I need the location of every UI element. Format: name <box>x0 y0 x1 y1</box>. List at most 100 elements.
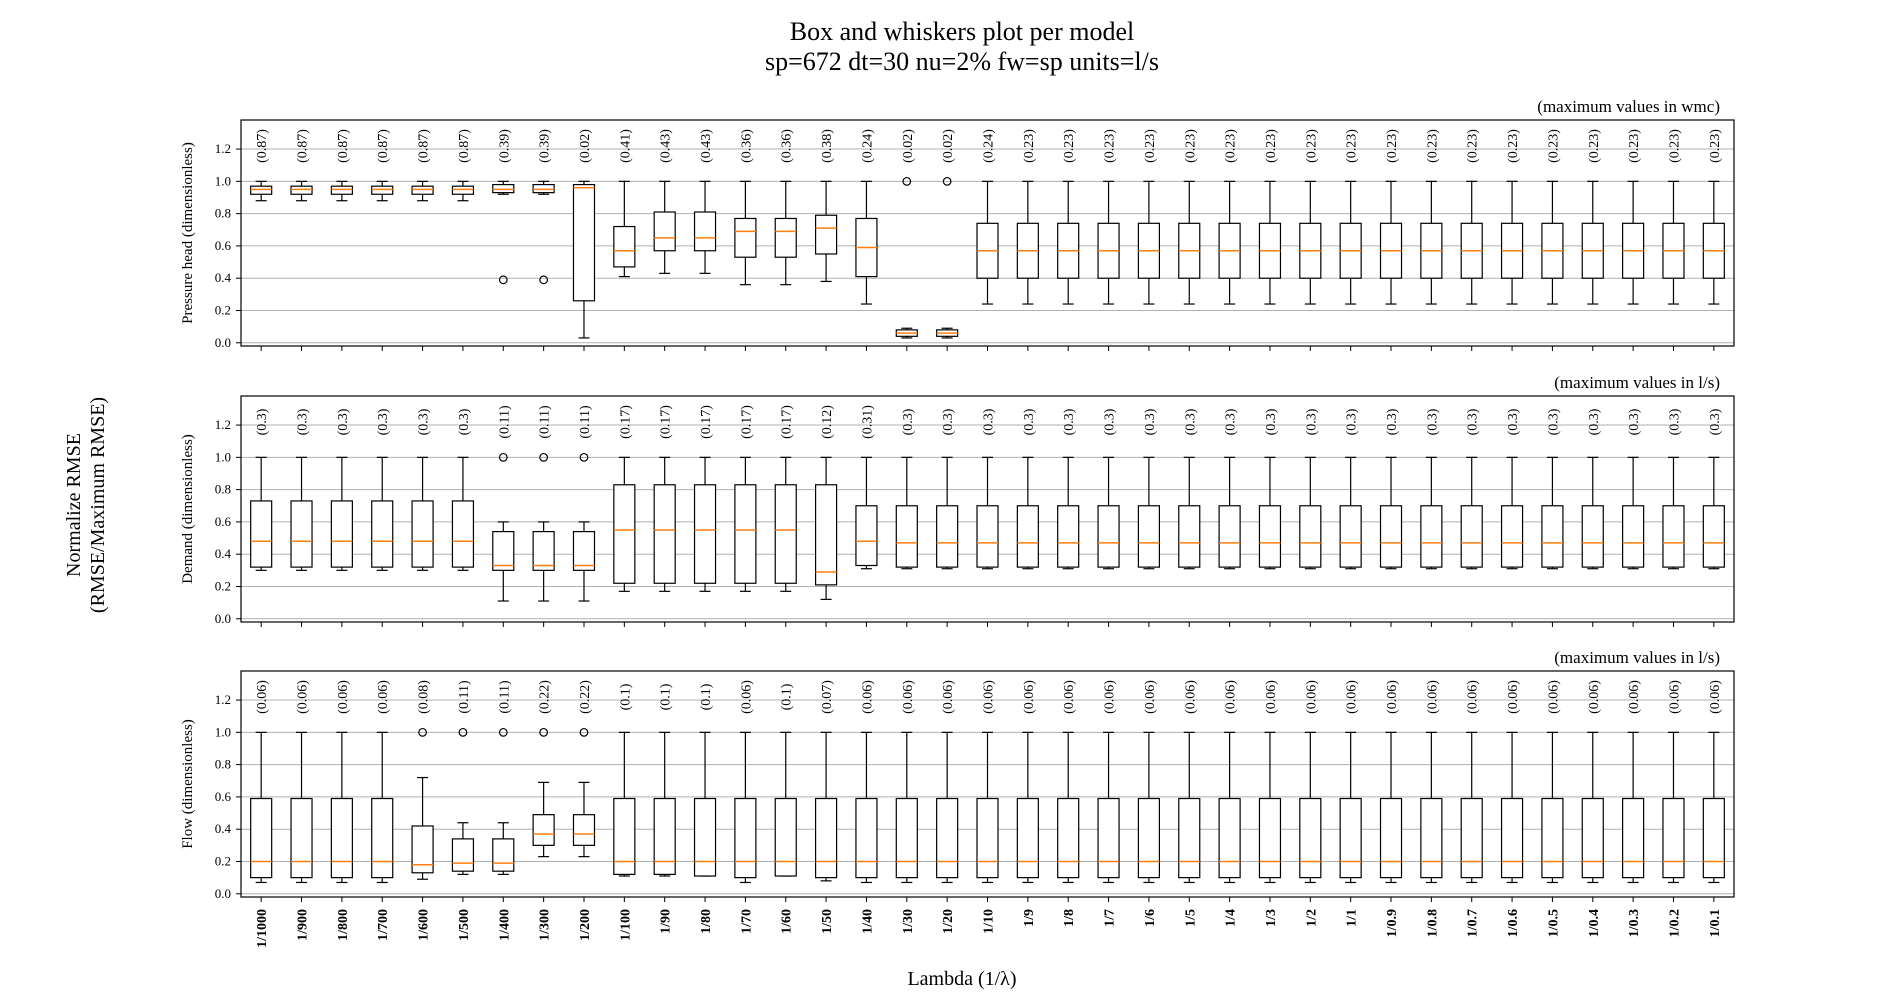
box-1_70: (0.17) <box>734 405 757 627</box>
outlier-point <box>498 275 508 285</box>
box-1_3: (0.06) 1/3 <box>1258 680 1282 927</box>
max-value-label: (0.23) <box>1183 129 1198 163</box>
box-1_500: (0.87) <box>451 129 475 351</box>
max-value-label: (0.23) <box>1062 129 1077 163</box>
box-1_8: (0.3) <box>1057 408 1080 627</box>
iqr-box <box>613 484 636 584</box>
max-value-label: (0.11) <box>497 405 512 439</box>
iqr-box <box>1258 505 1282 568</box>
x-tick-label: 1/40 <box>860 909 875 934</box>
y-tick-label: 1.0 <box>215 173 231 188</box>
box-1_200: (0.11) <box>572 405 596 627</box>
outlier-point <box>539 275 549 285</box>
max-value-label: (0.06) <box>1345 680 1360 714</box>
iqr-box <box>936 505 959 568</box>
iqr-box <box>451 185 475 195</box>
box-1_6: (0.06) 1/6 <box>1137 680 1161 927</box>
box-1_0_8: (0.23) <box>1420 129 1443 351</box>
box-1_0_7: (0.06) 1/0.7 <box>1460 680 1483 937</box>
max-value-label: (0.23) <box>1224 129 1239 163</box>
iqr-box <box>1460 505 1483 568</box>
max-values-note: (maximum values in l/s) <box>1554 648 1720 667</box>
y-tick-label: 0.2 <box>215 853 231 868</box>
max-value-label: (0.06) <box>1304 680 1319 714</box>
iqr-box <box>411 825 434 874</box>
iqr-box <box>613 225 636 268</box>
box-1_200: (0.22) 1/200 <box>572 680 596 941</box>
box-1_50: (0.38) <box>814 129 838 351</box>
iqr-box <box>1178 505 1201 568</box>
x-tick-label: 1/0.5 <box>1546 909 1561 937</box>
iqr-box <box>855 505 878 567</box>
y-tick-label: 0.8 <box>215 206 231 221</box>
box-1_1000: (0.06) 1/1000 <box>250 680 273 948</box>
max-value-label: (0.31) <box>860 405 875 439</box>
iqr-box <box>1016 505 1039 568</box>
iqr-box <box>1097 797 1120 879</box>
outlier-point <box>539 727 549 737</box>
x-tick-label: 1/0.2 <box>1667 909 1682 937</box>
iqr-box <box>1339 797 1362 879</box>
iqr-box <box>451 838 475 872</box>
iqr-box <box>1057 797 1080 879</box>
max-value-label: (0.3) <box>1425 408 1440 435</box>
max-value-label: (0.06) <box>1385 680 1400 714</box>
iqr-box <box>1218 797 1241 879</box>
iqr-box <box>1137 797 1161 879</box>
outlier-point <box>579 452 589 462</box>
iqr-box <box>492 838 515 872</box>
max-value-label: (0.22) <box>538 680 553 714</box>
iqr-box <box>1097 505 1120 568</box>
box-1_600: (0.3) <box>411 408 434 627</box>
max-value-label: (0.39) <box>497 129 512 163</box>
max-values-note: (maximum values in l/s) <box>1554 373 1720 392</box>
max-value-label: (0.06) <box>1708 680 1723 714</box>
iqr-box <box>1622 797 1645 879</box>
max-value-label: (0.06) <box>941 680 956 714</box>
max-values-note: (maximum values in wmc) <box>1537 97 1720 116</box>
y-tick-label: 0.6 <box>215 789 232 804</box>
iqr-box <box>492 183 515 194</box>
box-1_1000: (0.87) <box>250 129 273 351</box>
iqr-box <box>1016 797 1039 879</box>
max-value-label: (0.06) <box>1466 680 1481 714</box>
box-1_40: (0.24) <box>855 129 878 351</box>
outlier-point <box>458 727 468 737</box>
box-1_30: (0.02) <box>895 129 918 351</box>
x-tick-label: 1/30 <box>901 909 916 934</box>
max-value-label: (0.3) <box>417 408 432 435</box>
y-tick-label: 0.0 <box>215 886 231 901</box>
chart-title: Box and whiskers plot per model <box>790 17 1134 46</box>
max-value-label: (0.02) <box>901 129 916 163</box>
x-tick-label: 1/0.8 <box>1425 909 1440 937</box>
iqr-box <box>411 185 434 195</box>
box-1_50: (0.12) <box>814 405 838 627</box>
box-1_100: (0.41) <box>613 129 636 351</box>
iqr-box <box>1379 797 1403 879</box>
box-1_0_8: (0.3) <box>1420 408 1443 627</box>
iqr-box <box>855 797 878 879</box>
box-1_80: (0.43) <box>693 129 717 351</box>
box-1_700: (0.87) <box>371 129 394 351</box>
box-1_80: (0.1) 1/80 <box>693 683 717 934</box>
max-value-label: (0.3) <box>1587 408 1602 435</box>
max-value-label: (0.87) <box>457 129 472 163</box>
box-1_0_1: (0.3) <box>1702 408 1725 627</box>
x-tick-label: 1/800 <box>336 909 351 941</box>
box-1_8: (0.23) <box>1057 129 1080 351</box>
max-value-label: (0.22) <box>578 680 593 714</box>
max-value-label: (0.3) <box>255 408 270 435</box>
max-value-label: (0.17) <box>618 405 633 439</box>
max-value-label: (0.3) <box>901 408 916 435</box>
iqr-box <box>1218 505 1241 568</box>
box-1_600: (0.87) <box>411 129 434 351</box>
iqr-box <box>1662 505 1685 568</box>
box-1_300: (0.22) 1/300 <box>532 680 555 941</box>
max-value-label: (0.39) <box>538 129 553 163</box>
iqr-box <box>693 797 717 877</box>
box-1_800: (0.06) 1/800 <box>330 680 353 941</box>
box-1_0_1: (0.06) 1/0.1 <box>1702 680 1725 937</box>
max-value-label: (0.3) <box>1708 408 1723 435</box>
max-value-label: (0.11) <box>578 405 593 439</box>
